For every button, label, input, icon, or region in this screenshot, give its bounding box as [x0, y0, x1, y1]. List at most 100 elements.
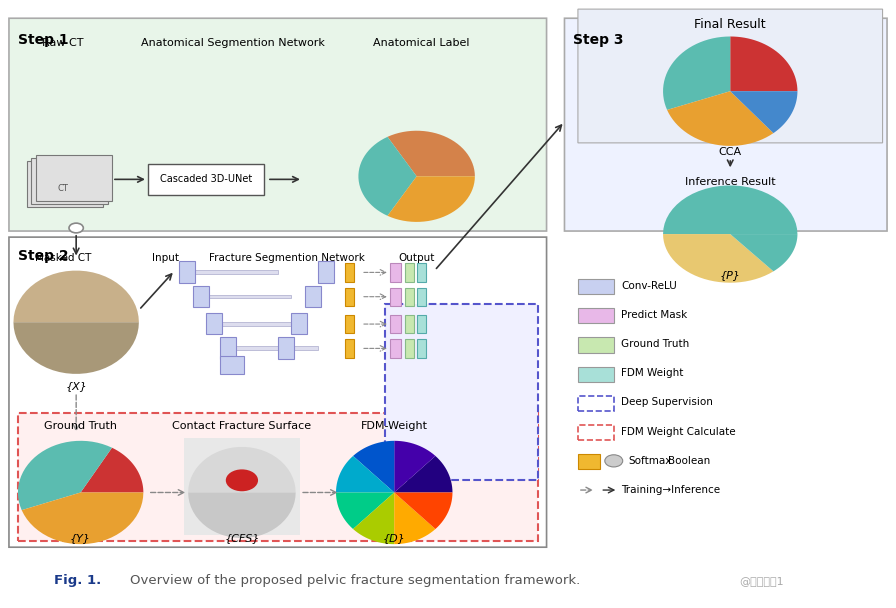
Circle shape	[69, 223, 83, 233]
Text: FDM Weight Calculate: FDM Weight Calculate	[621, 427, 736, 437]
Text: Fig. 1.: Fig. 1.	[54, 574, 101, 587]
Bar	[417, 315, 426, 333]
Bar	[405, 263, 414, 282]
Bar	[578, 425, 614, 440]
Bar	[236, 346, 318, 350]
Polygon shape	[663, 185, 797, 234]
FancyBboxPatch shape	[564, 18, 887, 231]
Bar	[385, 304, 538, 480]
Bar	[148, 164, 264, 195]
Bar	[390, 315, 401, 333]
Text: Inference Result: Inference Result	[685, 178, 776, 187]
Bar	[222, 322, 305, 326]
Text: {Y}: {Y}	[70, 533, 91, 543]
Text: Deep Supervision: Deep Supervision	[621, 398, 713, 407]
Text: Conv-ReLU: Conv-ReLU	[621, 281, 676, 291]
Bar	[405, 315, 414, 333]
Text: Ground Truth: Ground Truth	[621, 339, 689, 349]
Text: Anatomical Segmention Network: Anatomical Segmention Network	[141, 38, 325, 47]
Bar	[179, 261, 195, 283]
Bar	[578, 367, 614, 382]
Bar	[220, 337, 236, 359]
Bar	[18, 413, 538, 541]
Bar	[405, 339, 414, 358]
Text: FDM-Weight: FDM-Weight	[361, 421, 427, 430]
Circle shape	[226, 469, 258, 491]
Polygon shape	[336, 456, 394, 492]
Polygon shape	[22, 492, 143, 544]
Polygon shape	[394, 492, 435, 544]
Text: Ground Truth: Ground Truth	[44, 421, 117, 430]
FancyBboxPatch shape	[578, 9, 883, 143]
Text: Step 2: Step 2	[18, 249, 69, 263]
Bar	[578, 396, 614, 411]
Polygon shape	[353, 441, 394, 492]
Bar	[390, 263, 401, 282]
Polygon shape	[730, 91, 797, 133]
Bar	[417, 339, 426, 358]
Text: FDM Weight: FDM Weight	[621, 368, 684, 378]
Text: CT: CT	[57, 184, 68, 193]
Bar	[209, 295, 291, 299]
Text: Boolean: Boolean	[668, 456, 710, 466]
Text: Cascaded 3D-UNet: Cascaded 3D-UNet	[160, 174, 252, 184]
Bar	[345, 339, 354, 358]
Polygon shape	[358, 137, 417, 216]
Polygon shape	[394, 492, 452, 529]
Bar	[291, 313, 307, 334]
Bar	[578, 308, 614, 323]
Polygon shape	[668, 91, 773, 146]
Bar	[193, 286, 209, 307]
Bar	[206, 313, 222, 334]
Text: Step 3: Step 3	[573, 33, 624, 47]
FancyBboxPatch shape	[9, 237, 547, 547]
FancyBboxPatch shape	[9, 18, 547, 231]
Bar	[195, 270, 278, 274]
Polygon shape	[394, 456, 452, 492]
Polygon shape	[730, 234, 797, 271]
Bar	[305, 286, 321, 307]
Text: {X}: {X}	[65, 381, 87, 391]
Bar	[345, 263, 354, 282]
Bar	[31, 158, 108, 204]
Bar	[578, 337, 614, 353]
Polygon shape	[730, 36, 797, 91]
Text: Anatomical Label: Anatomical Label	[373, 38, 470, 47]
Bar	[27, 161, 103, 207]
Polygon shape	[336, 492, 394, 529]
Text: Fracture Segmention Network: Fracture Segmention Network	[209, 254, 365, 263]
Text: Raw CT: Raw CT	[42, 38, 83, 47]
Polygon shape	[387, 176, 475, 222]
Polygon shape	[394, 441, 435, 492]
Polygon shape	[81, 447, 143, 492]
Text: Step 1: Step 1	[18, 33, 69, 47]
Text: Input: Input	[152, 254, 179, 263]
Bar	[345, 288, 354, 306]
Polygon shape	[663, 234, 773, 283]
Text: Softmax: Softmax	[628, 456, 671, 466]
Text: Final Result: Final Result	[694, 18, 766, 31]
Text: Masked CT: Masked CT	[35, 254, 90, 263]
Bar	[578, 454, 600, 469]
Text: {P}: {P}	[719, 270, 741, 280]
Circle shape	[605, 455, 623, 467]
Bar	[278, 337, 294, 359]
Bar	[578, 279, 614, 294]
Polygon shape	[13, 322, 139, 374]
Text: {D}: {D}	[383, 533, 406, 543]
Polygon shape	[188, 447, 296, 492]
Polygon shape	[353, 492, 394, 544]
Text: Output: Output	[399, 254, 435, 263]
Bar	[345, 315, 354, 333]
Text: Training→Inference: Training→Inference	[621, 485, 720, 495]
Bar	[36, 155, 112, 201]
Text: Overview of the proposed pelvic fracture segmentation framework.: Overview of the proposed pelvic fracture…	[130, 574, 581, 587]
Bar	[220, 356, 244, 374]
Polygon shape	[663, 36, 730, 110]
Text: {CFS}: {CFS}	[224, 533, 260, 543]
Bar	[318, 261, 334, 283]
Polygon shape	[13, 271, 139, 322]
Polygon shape	[388, 131, 475, 176]
Polygon shape	[18, 441, 112, 510]
Bar	[417, 288, 426, 306]
